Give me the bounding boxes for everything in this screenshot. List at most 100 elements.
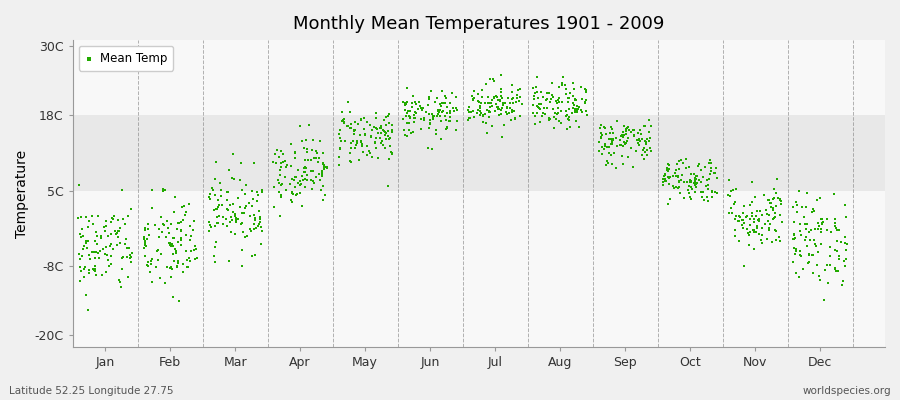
Mean Temp [792, 252, 806, 258]
Mean Temp [656, 181, 670, 188]
Mean Temp [682, 194, 697, 200]
Mean Temp [139, 243, 153, 249]
Mean Temp [732, 218, 746, 224]
Mean Temp [706, 188, 720, 194]
Mean Temp [509, 94, 524, 101]
Mean Temp [208, 258, 222, 265]
Mean Temp [401, 113, 416, 120]
Mean Temp [526, 85, 541, 91]
Mean Temp [624, 128, 638, 135]
Mean Temp [353, 132, 367, 138]
Mean Temp [526, 110, 541, 116]
Mean Temp [526, 96, 541, 102]
Mean Temp [724, 210, 739, 216]
Mean Temp [809, 242, 824, 249]
Mean Temp [724, 188, 738, 195]
Mean Temp [594, 144, 608, 151]
Mean Temp [546, 106, 561, 112]
Mean Temp [170, 260, 184, 266]
Mean Temp [732, 213, 746, 220]
Mean Temp [598, 124, 612, 131]
Mean Temp [662, 166, 676, 172]
Mean Temp [317, 164, 331, 170]
Mean Temp [747, 194, 761, 200]
Mean Temp [283, 181, 297, 187]
Mean Temp [545, 94, 560, 100]
Mean Temp [284, 141, 298, 148]
Mean Temp [672, 177, 687, 184]
Mean Temp [515, 100, 529, 107]
Mean Temp [634, 131, 648, 137]
Mean Temp [443, 114, 457, 120]
Mean Temp [449, 118, 464, 124]
Mean Temp [487, 95, 501, 101]
Mean Temp [112, 279, 127, 285]
Mean Temp [570, 108, 584, 114]
Mean Temp [111, 217, 125, 224]
Mean Temp [754, 212, 769, 218]
Mean Temp [789, 202, 804, 208]
Mean Temp [99, 268, 113, 275]
Mean Temp [384, 150, 399, 157]
Mean Temp [550, 110, 564, 117]
Mean Temp [508, 116, 522, 122]
Mean Temp [384, 126, 399, 133]
Mean Temp [189, 246, 203, 253]
Mean Temp [812, 273, 826, 279]
Mean Temp [814, 221, 829, 228]
Mean Temp [744, 179, 759, 186]
Mean Temp [461, 107, 475, 113]
Mean Temp [416, 105, 430, 111]
Mean Temp [806, 206, 820, 212]
Mean Temp [567, 109, 581, 115]
Mean Temp [248, 160, 262, 166]
Mean Temp [403, 130, 418, 137]
Mean Temp [250, 223, 265, 229]
Mean Temp [158, 186, 172, 193]
Mean Temp [579, 108, 593, 114]
Mean Temp [220, 206, 234, 212]
Mean Temp [137, 236, 151, 242]
Mean Temp [449, 94, 464, 100]
Mean Temp [605, 136, 619, 143]
Mean Temp [505, 106, 519, 113]
Mean Temp [180, 257, 194, 264]
Mean Temp [87, 254, 102, 261]
Mean Temp [762, 225, 777, 232]
Mean Temp [230, 215, 244, 222]
Mean Temp [735, 209, 750, 216]
Mean Temp [550, 100, 564, 106]
Mean Temp [742, 216, 757, 222]
Mean Temp [208, 192, 222, 198]
Mean Temp [800, 190, 814, 196]
Mean Temp [543, 98, 557, 105]
Mean Temp [500, 105, 514, 112]
Mean Temp [608, 134, 623, 141]
Mean Temp [335, 109, 349, 115]
Mean Temp [568, 106, 582, 113]
Mean Temp [256, 189, 270, 196]
Mean Temp [168, 246, 183, 252]
Mean Temp [644, 135, 658, 142]
Mean Temp [807, 236, 822, 243]
Mean Temp [86, 249, 101, 256]
Mean Temp [216, 214, 230, 220]
Mean Temp [621, 127, 635, 133]
Mean Temp [466, 96, 481, 103]
Mean Temp [626, 126, 641, 133]
Mean Temp [91, 250, 105, 257]
Mean Temp [72, 251, 86, 258]
Mean Temp [672, 166, 687, 172]
Mean Temp [377, 117, 392, 123]
Mean Temp [381, 113, 395, 120]
Mean Temp [145, 187, 159, 193]
Mean Temp [72, 182, 86, 188]
Mean Temp [495, 134, 509, 140]
Mean Temp [99, 217, 113, 224]
Mean Temp [493, 89, 508, 95]
Mean Temp [736, 217, 751, 224]
Mean Temp [670, 161, 684, 167]
Mean Temp [666, 173, 680, 180]
Mean Temp [314, 173, 328, 180]
Mean Temp [79, 238, 94, 244]
